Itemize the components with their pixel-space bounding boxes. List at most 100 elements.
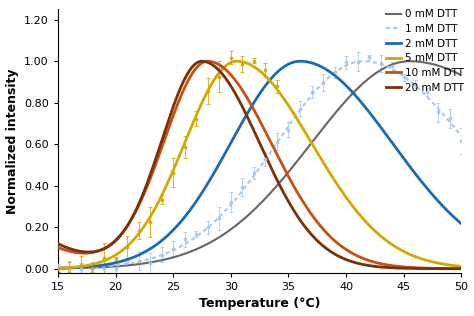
- Point: [458, 139, 465, 144]
- 0 mM DTT: [407, 59, 412, 63]
- 20 mM DTT: [233, 93, 239, 97]
- 20 mM DTT: [219, 71, 224, 75]
- 1 mM DTT: [377, 62, 383, 66]
- 2 mM DTT: [96, 264, 102, 268]
- 5 mM DTT: [234, 59, 240, 63]
- 1 mM DTT: [96, 265, 102, 269]
- Point: [262, 67, 269, 72]
- 0 mM DTT: [370, 74, 375, 77]
- 0 mM DTT: [332, 112, 338, 115]
- 10 mM DTT: [55, 246, 61, 249]
- Point: [296, 106, 304, 111]
- Point: [250, 170, 258, 175]
- Point: [331, 70, 338, 75]
- 20 mM DTT: [333, 252, 338, 256]
- Point: [250, 58, 258, 63]
- Line: 1 mM DTT: 1 mM DTT: [58, 61, 462, 268]
- Point: [400, 75, 408, 80]
- 20 mM DTT: [199, 59, 205, 63]
- Point: [146, 260, 154, 265]
- Point: [389, 64, 396, 69]
- Point: [273, 84, 281, 89]
- Point: [342, 60, 350, 65]
- 0 mM DTT: [459, 73, 465, 77]
- Point: [135, 228, 142, 233]
- 1 mM DTT: [233, 197, 238, 201]
- 2 mM DTT: [370, 115, 376, 119]
- 20 mM DTT: [459, 267, 465, 270]
- 10 mM DTT: [370, 260, 376, 264]
- Point: [262, 157, 269, 162]
- 5 mM DTT: [333, 180, 338, 184]
- 10 mM DTT: [205, 59, 210, 63]
- Point: [411, 82, 419, 87]
- Point: [123, 260, 131, 265]
- Point: [423, 90, 431, 95]
- Point: [204, 225, 211, 230]
- 5 mM DTT: [459, 264, 465, 268]
- Point: [112, 266, 119, 271]
- 1 mM DTT: [370, 60, 376, 64]
- 0 mM DTT: [377, 69, 383, 72]
- Point: [77, 263, 85, 268]
- Point: [54, 262, 62, 267]
- 5 mM DTT: [55, 266, 61, 270]
- 1 mM DTT: [360, 59, 366, 63]
- 1 mM DTT: [218, 213, 224, 217]
- Line: 0 mM DTT: 0 mM DTT: [58, 61, 462, 268]
- Point: [65, 268, 73, 273]
- Point: [216, 74, 223, 79]
- 20 mM DTT: [370, 264, 376, 268]
- 1 mM DTT: [55, 266, 61, 270]
- Point: [89, 267, 96, 272]
- Point: [435, 110, 442, 115]
- Line: 5 mM DTT: 5 mM DTT: [58, 61, 462, 268]
- Point: [100, 267, 108, 272]
- Point: [365, 55, 373, 60]
- Point: [308, 89, 315, 94]
- Y-axis label: Normalized intensity: Normalized intensity: [6, 68, 18, 214]
- 10 mM DTT: [333, 240, 338, 243]
- Point: [181, 144, 189, 149]
- Point: [146, 220, 154, 225]
- 5 mM DTT: [233, 59, 238, 63]
- Point: [238, 185, 246, 190]
- Legend: 0 mM DTT, 1 mM DTT, 2 mM DTT, 5 mM DTT, 10 mM DTT, 20 mM DTT: 0 mM DTT, 1 mM DTT, 2 mM DTT, 5 mM DTT, …: [382, 5, 468, 97]
- 1 mM DTT: [459, 134, 465, 138]
- Point: [377, 61, 384, 66]
- Point: [65, 264, 73, 270]
- Point: [158, 197, 165, 202]
- Line: 20 mM DTT: 20 mM DTT: [58, 61, 462, 269]
- Line: 2 mM DTT: 2 mM DTT: [58, 61, 462, 268]
- 20 mM DTT: [377, 265, 383, 269]
- Point: [446, 116, 454, 121]
- 2 mM DTT: [218, 159, 224, 162]
- 2 mM DTT: [233, 132, 238, 136]
- Line: 10 mM DTT: 10 mM DTT: [58, 61, 462, 269]
- 10 mM DTT: [96, 249, 102, 252]
- 5 mM DTT: [218, 69, 224, 72]
- 5 mM DTT: [96, 261, 102, 264]
- 5 mM DTT: [377, 234, 383, 238]
- 5 mM DTT: [370, 227, 376, 231]
- 2 mM DTT: [377, 125, 383, 129]
- Point: [112, 257, 119, 262]
- Point: [192, 116, 200, 121]
- 0 mM DTT: [218, 234, 224, 238]
- Point: [169, 170, 177, 175]
- 2 mM DTT: [297, 59, 303, 63]
- 10 mM DTT: [219, 64, 224, 68]
- Point: [181, 237, 189, 242]
- Point: [169, 246, 177, 251]
- Point: [158, 252, 165, 257]
- 10 mM DTT: [377, 262, 383, 265]
- 2 mM DTT: [55, 266, 61, 270]
- 2 mM DTT: [459, 222, 465, 226]
- Point: [238, 62, 246, 67]
- Point: [135, 258, 142, 264]
- Point: [77, 266, 85, 271]
- Point: [204, 88, 211, 94]
- Point: [89, 266, 96, 271]
- X-axis label: Temperature (°C): Temperature (°C): [199, 297, 320, 310]
- Point: [192, 232, 200, 237]
